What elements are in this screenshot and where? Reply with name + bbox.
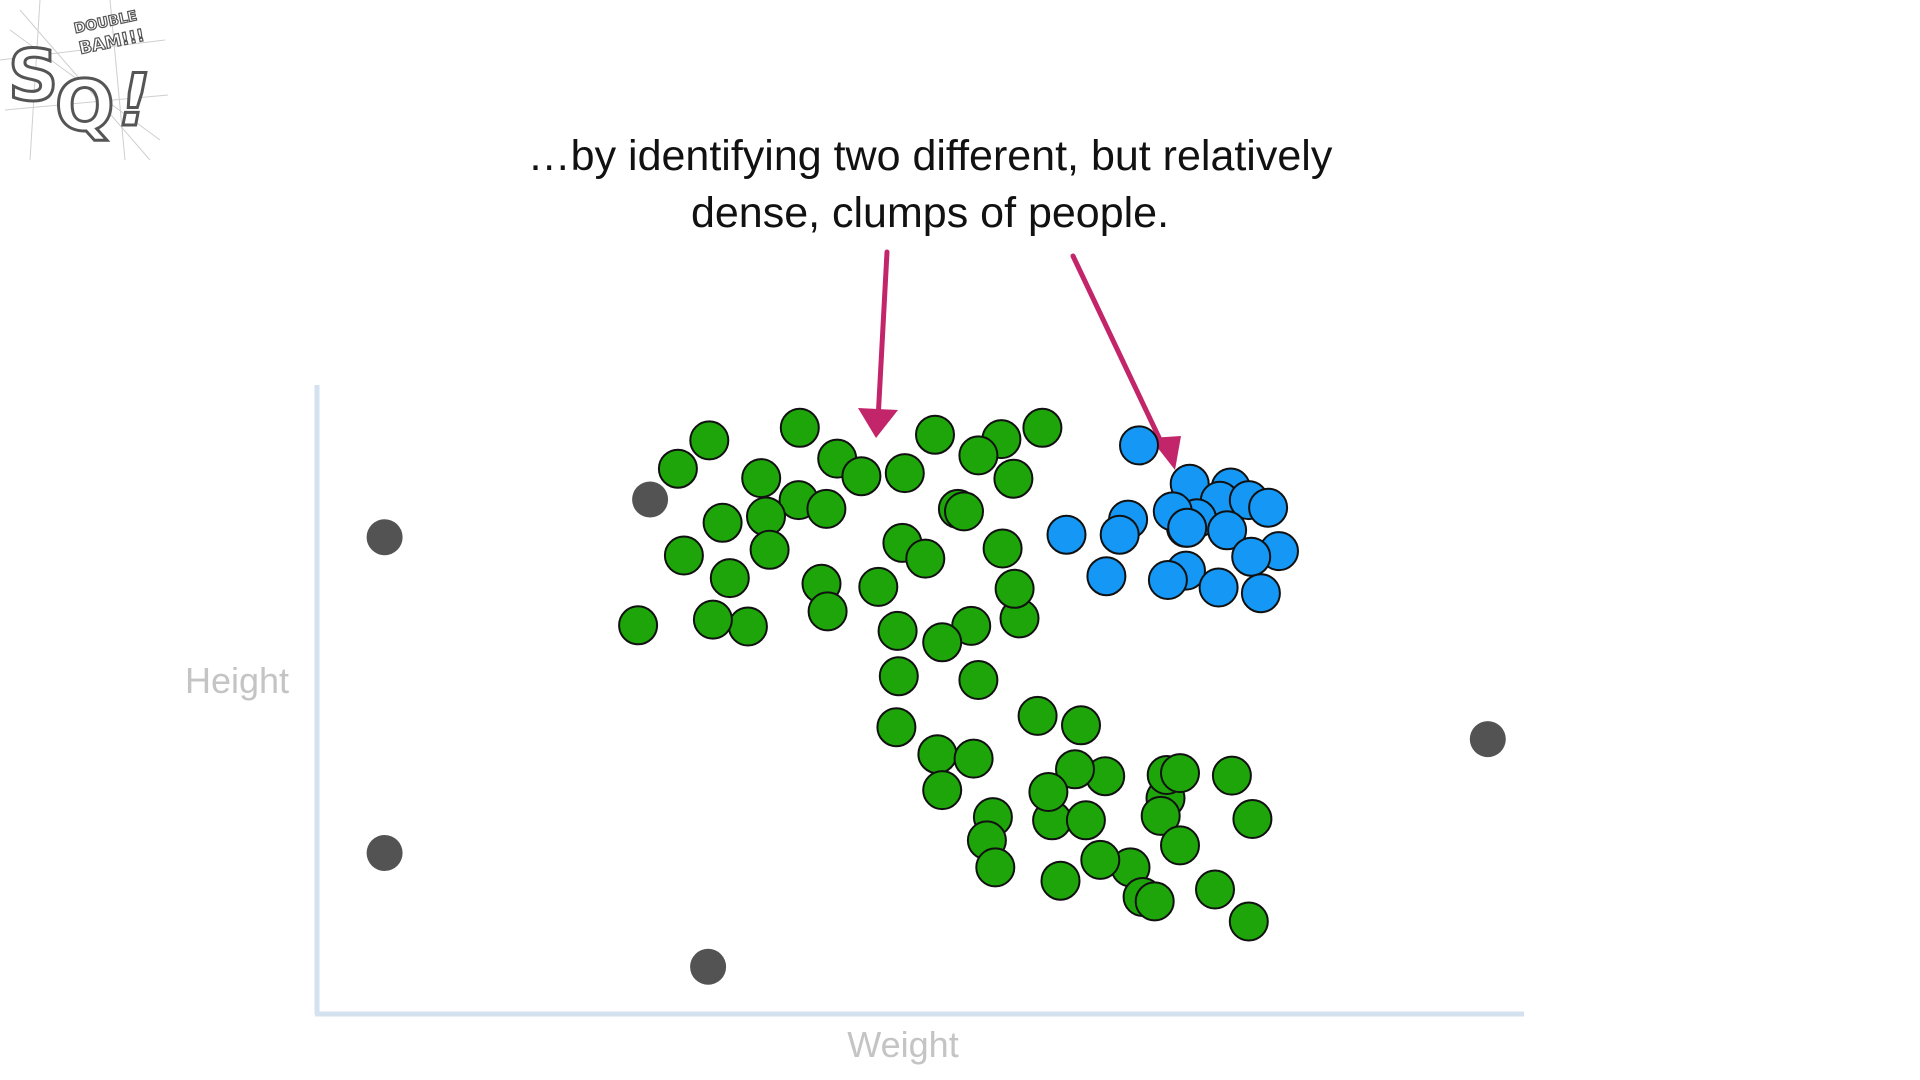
scatter-points xyxy=(366,407,1506,985)
green-point xyxy=(709,558,750,599)
green-point xyxy=(1195,869,1235,910)
green-point xyxy=(982,528,1023,569)
green-point xyxy=(689,420,730,461)
green-point xyxy=(841,456,882,497)
outlier-point xyxy=(366,835,403,871)
green-point xyxy=(858,566,899,607)
caption-line-2: dense, clumps of people. xyxy=(690,189,1170,237)
green-point xyxy=(1080,839,1121,880)
caption-line-1: …by identifying two different, but relat… xyxy=(527,132,1333,180)
outlier-point xyxy=(1469,721,1506,758)
green-point xyxy=(975,847,1016,888)
green-point xyxy=(877,610,918,651)
green-point xyxy=(1211,755,1252,796)
outlier-point xyxy=(690,948,727,985)
green-point xyxy=(692,599,733,640)
green-point xyxy=(878,656,919,697)
green-point xyxy=(727,606,768,647)
green-point xyxy=(905,538,946,579)
green-point xyxy=(702,502,743,543)
x-axis-label: Weight xyxy=(847,1024,958,1065)
blue-point xyxy=(1147,560,1188,600)
green-point xyxy=(1232,799,1273,839)
green-point xyxy=(1160,825,1200,866)
green-point xyxy=(806,488,847,529)
green-point xyxy=(994,568,1035,609)
blue-point xyxy=(1198,567,1239,608)
green-point xyxy=(657,448,698,489)
blue-point xyxy=(1167,507,1208,548)
green-point xyxy=(1065,800,1106,841)
green-point xyxy=(1061,705,1101,746)
svg-text:Q: Q xyxy=(55,65,115,147)
blue-point xyxy=(1099,514,1140,555)
green-point xyxy=(958,660,999,700)
green-point xyxy=(1022,407,1063,448)
arrow-left xyxy=(858,249,898,438)
green-point xyxy=(884,453,925,494)
green-point xyxy=(1040,860,1081,901)
green-point xyxy=(741,458,782,499)
green-point xyxy=(917,734,958,775)
green-point xyxy=(663,535,704,576)
green-point xyxy=(1017,695,1058,736)
green-point xyxy=(1134,881,1175,922)
statquest-logo-icon: S Q ! DOUBLE BAM!!! xyxy=(0,0,169,161)
blue-point xyxy=(1248,487,1289,528)
blue-point xyxy=(1240,573,1281,614)
green-point xyxy=(618,605,659,646)
blue-point xyxy=(1207,510,1248,551)
green-point xyxy=(807,591,848,632)
y-axis-label: Height xyxy=(185,660,289,701)
green-point xyxy=(1140,795,1181,836)
outlier-point xyxy=(632,481,669,518)
green-point xyxy=(993,458,1034,499)
svg-text:!: ! xyxy=(118,58,151,142)
green-point xyxy=(746,496,786,537)
green-point xyxy=(749,529,790,570)
blue-point xyxy=(1046,514,1087,555)
green-point xyxy=(1028,772,1069,812)
blue-point xyxy=(1086,556,1127,597)
green-point xyxy=(779,407,820,448)
green-point xyxy=(922,622,963,663)
green-point xyxy=(1055,749,1095,790)
green-point xyxy=(1228,901,1269,942)
caption: …by identifying two different, but relat… xyxy=(360,128,1500,242)
green-point xyxy=(953,738,994,779)
green-point xyxy=(944,491,984,532)
blue-point xyxy=(1231,536,1272,577)
green-point xyxy=(958,435,999,476)
green-point xyxy=(922,770,963,811)
green-point xyxy=(1160,753,1200,794)
green-point xyxy=(915,414,955,455)
green-point xyxy=(876,707,917,748)
outlier-point xyxy=(366,519,403,556)
blue-point xyxy=(1119,425,1159,466)
svg-text:S: S xyxy=(8,35,58,117)
